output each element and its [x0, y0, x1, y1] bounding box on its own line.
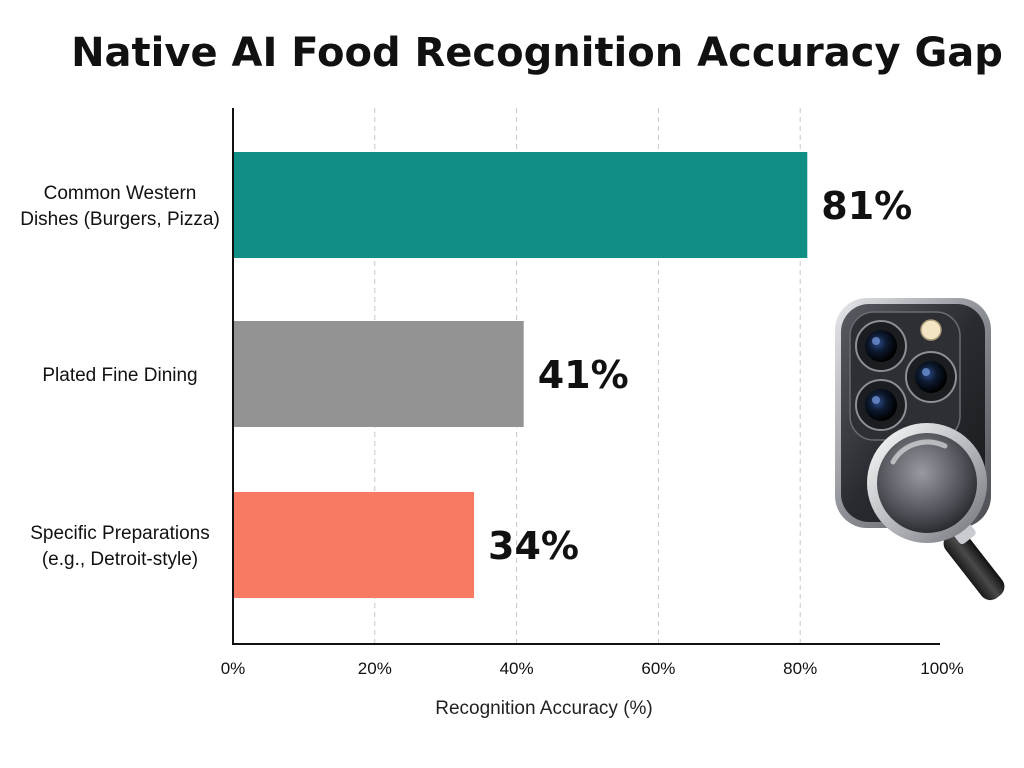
- value-label: 34%: [488, 524, 579, 568]
- value-labels: 81% 41% 34%: [488, 184, 912, 568]
- category-label: Specific Preparations: [30, 523, 210, 544]
- bar: [233, 321, 524, 427]
- category-label: Plated Fine Dining: [42, 365, 197, 386]
- x-axis-label: Recognition Accuracy (%): [435, 698, 653, 719]
- x-tick-label: 20%: [358, 659, 392, 678]
- category-labels: Common Western Dishes (Burgers, Pizza) Pla…: [20, 183, 220, 570]
- chart-title: Native AI Food Recognition Accuracy Gap: [71, 30, 1003, 76]
- category-label: Dishes (Burgers, Pizza): [20, 209, 220, 230]
- bars: [233, 152, 808, 598]
- x-tick-label: 80%: [783, 659, 817, 678]
- category-label: Common Western: [44, 183, 197, 204]
- x-tick-labels: 0% 20% 40% 60% 80% 100%: [221, 659, 964, 678]
- bar: [233, 152, 808, 258]
- value-label: 41%: [538, 353, 629, 397]
- x-tick-label: 60%: [641, 659, 675, 678]
- x-tick-label: 0%: [221, 659, 246, 678]
- category-label: (e.g., Detroit-style): [42, 549, 198, 570]
- value-label: 81%: [821, 184, 912, 228]
- phone-camera-magnifier-icon: [835, 298, 1005, 601]
- x-tick-label: 40%: [500, 659, 534, 678]
- bar: [233, 492, 475, 598]
- x-tick-label: 100%: [920, 659, 963, 678]
